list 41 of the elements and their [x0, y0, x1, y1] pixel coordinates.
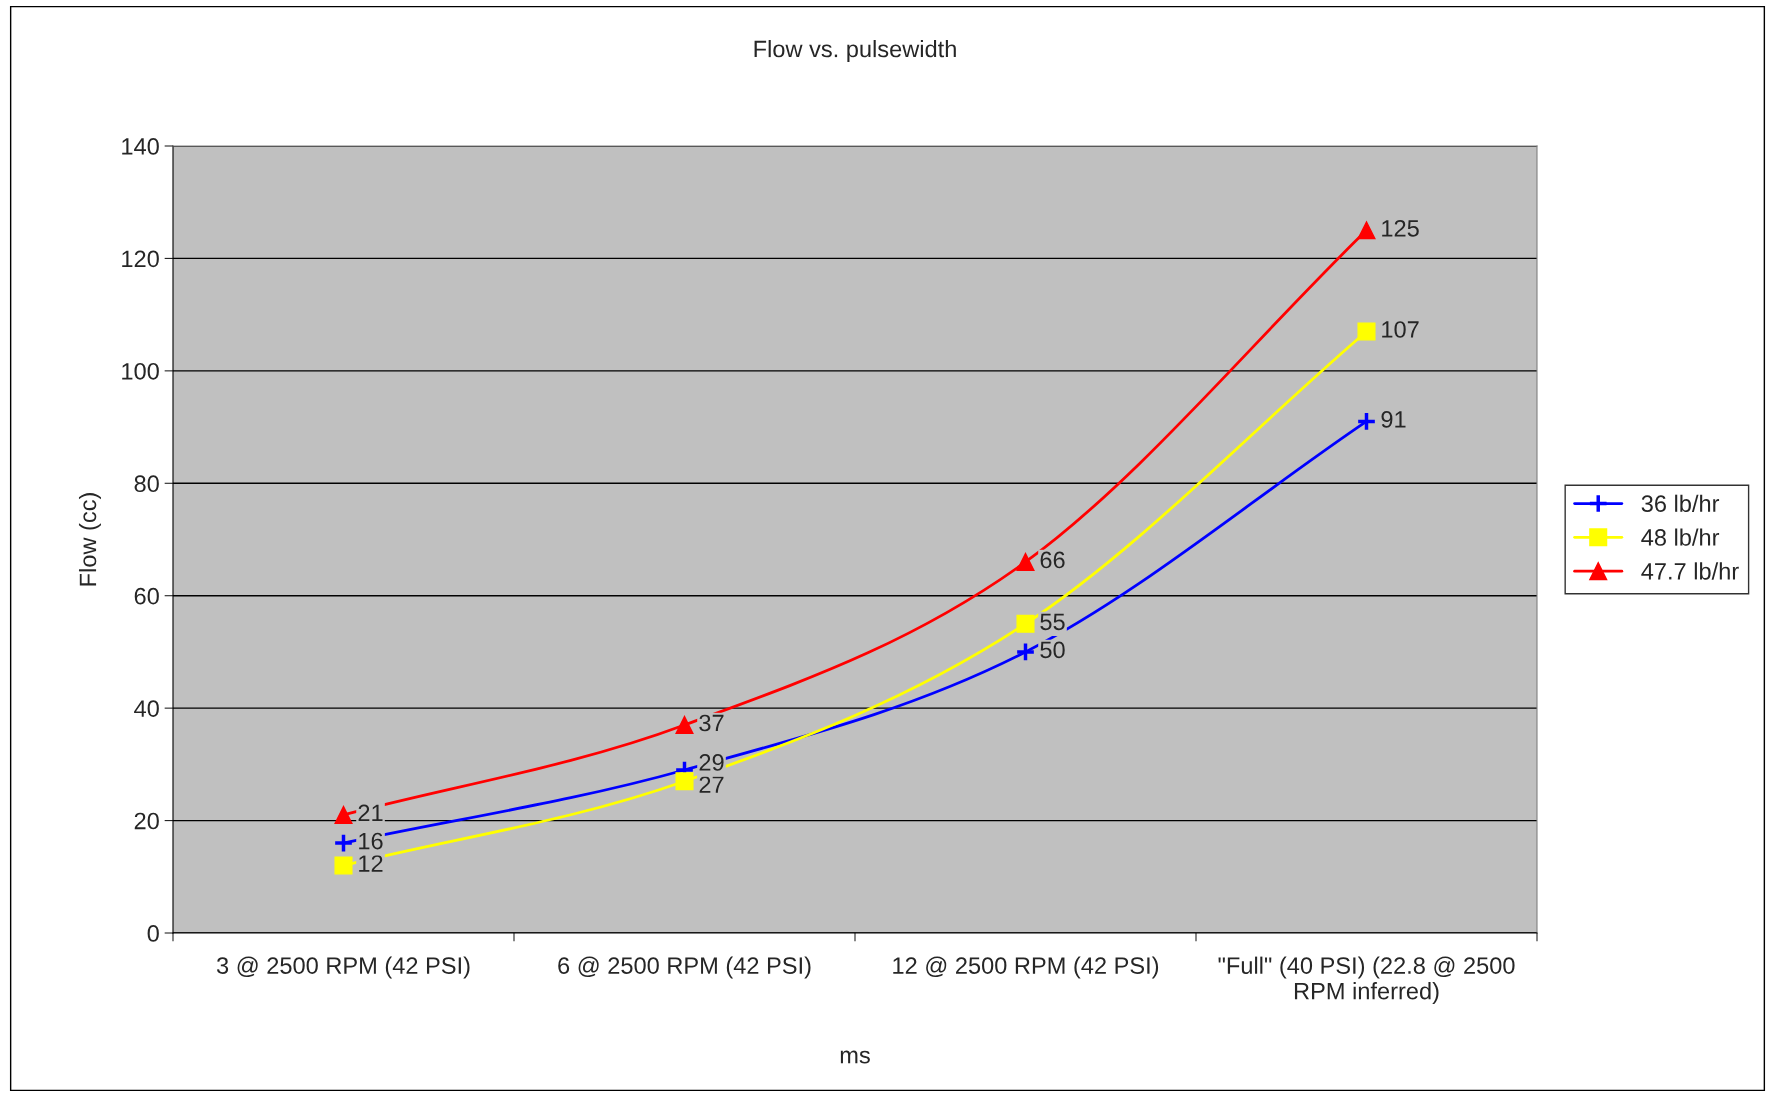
y-tick-label: 80: [134, 475, 159, 493]
data-label: 125: [1382, 219, 1419, 237]
chart-title: Flow vs. pulsewidth: [754, 40, 956, 63]
point: [1016, 552, 1035, 572]
y-tick-label: 20: [134, 812, 159, 830]
point: [1357, 322, 1376, 341]
data-label: 16: [359, 832, 383, 850]
y-axis-title: Flow (cc): [78, 493, 101, 586]
point: [333, 832, 354, 854]
data-label: 55: [1040, 613, 1065, 631]
data-label: 12: [359, 855, 383, 872]
legend-label: 36 lb/hr: [1641, 494, 1720, 513]
point: [334, 805, 353, 824]
data-label: 50: [1040, 641, 1065, 659]
x-tick-label: "Full" (40 PSI) (22.8 @ 2500 RPM inferred): [1218, 956, 1515, 1005]
data-label: 27: [699, 776, 724, 793]
data-label: 91: [1381, 411, 1406, 428]
x-tick-label: 3 @ 2500 RPM (42 PSI): [216, 956, 470, 979]
data-label: 37: [699, 714, 724, 732]
x-axis-title: ms: [840, 1050, 870, 1064]
point: [675, 772, 694, 791]
y-tick-label: 140: [122, 138, 159, 155]
x-tick-label: 12 @ 2500 RPM (42 PSI): [893, 956, 1159, 979]
point: [1015, 641, 1036, 662]
point: [1016, 614, 1035, 633]
y-tick-label: 40: [134, 700, 159, 717]
data-label: 21: [358, 804, 383, 822]
y-tick-label: 120: [122, 250, 159, 268]
y-tick-label: 0: [147, 925, 159, 942]
point: [334, 856, 353, 875]
point: [675, 715, 694, 735]
point: [1357, 221, 1376, 240]
data-label: 29: [699, 754, 724, 771]
point: [1356, 411, 1377, 432]
y-tick-label: 100: [122, 362, 159, 380]
legend-label: 47.7 lb/hr: [1641, 562, 1739, 580]
y-tick-label: 60: [134, 587, 159, 605]
x-tick-label: 6 @ 2500 RPM (42 PSI): [558, 956, 811, 979]
data-label: 107: [1382, 321, 1419, 338]
legend-label: 48 lb/hr: [1641, 528, 1720, 546]
data-label: 66: [1040, 551, 1065, 569]
